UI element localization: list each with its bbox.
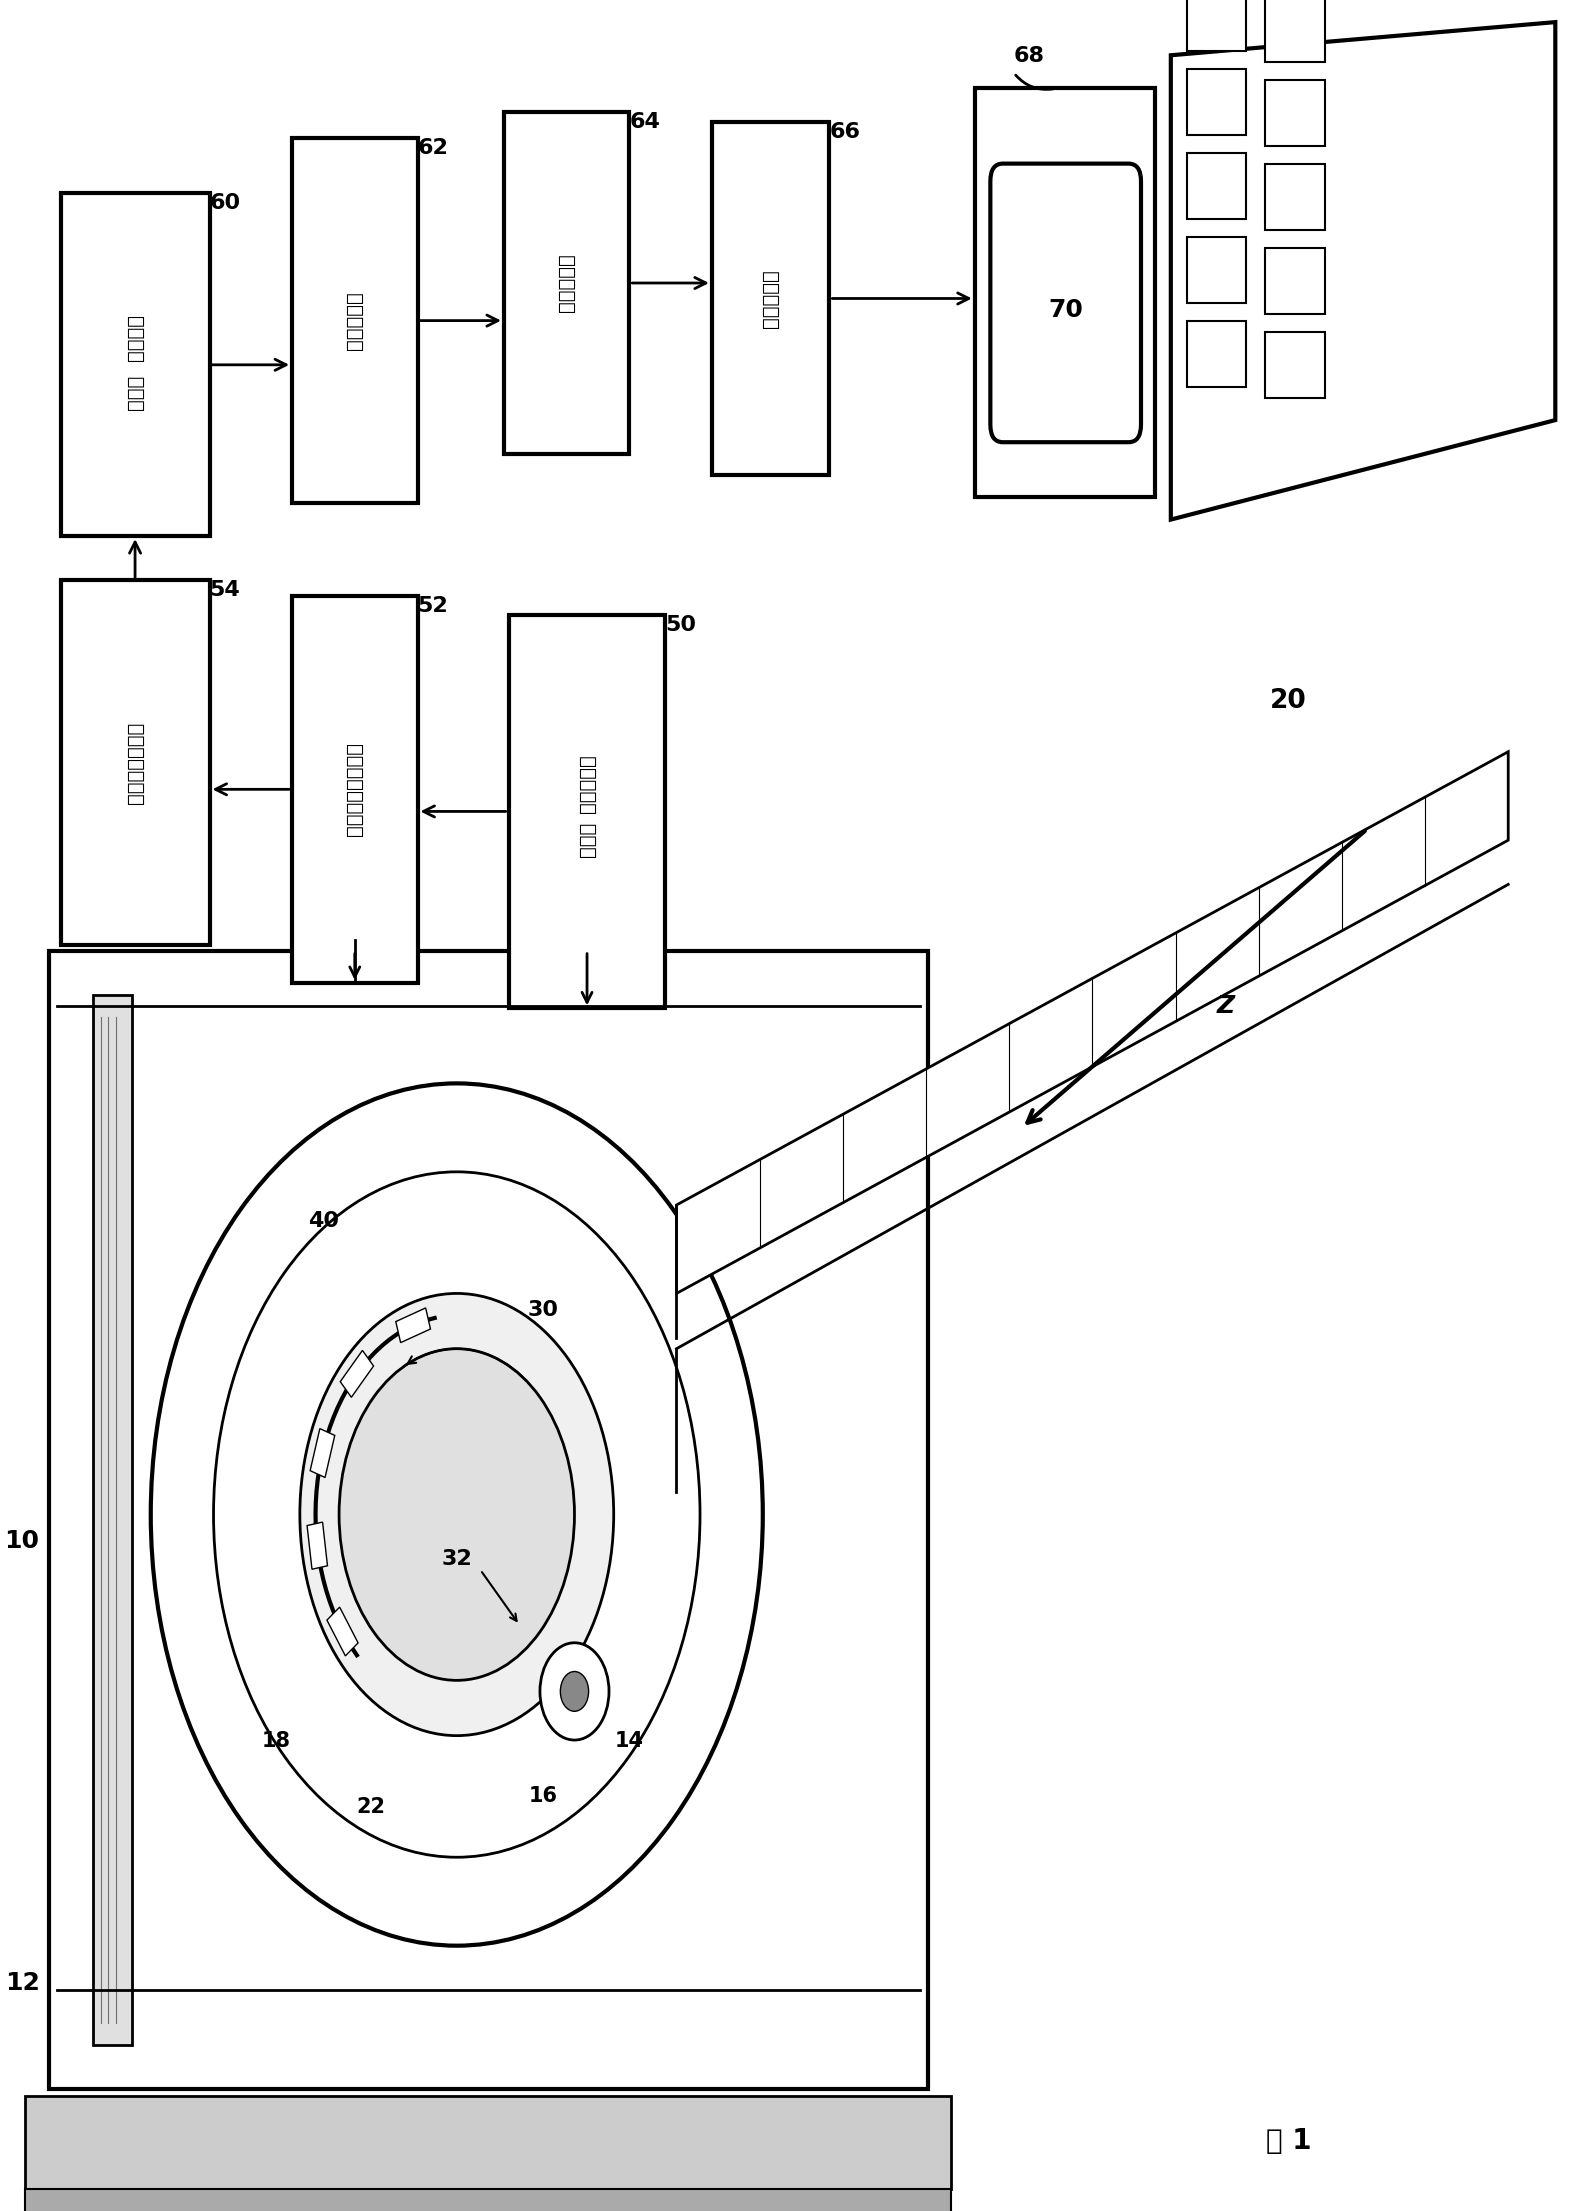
Text: 30: 30 <box>528 1300 559 1320</box>
Text: 重构处理器: 重构处理器 <box>346 292 364 349</box>
Bar <box>504 111 630 455</box>
Bar <box>1186 69 1246 135</box>
Text: 径向重组处理器: 径向重组处理器 <box>126 721 145 805</box>
Text: 70: 70 <box>1048 298 1082 321</box>
Text: 12: 12 <box>5 1970 39 1994</box>
Text: 60: 60 <box>209 195 240 214</box>
Text: 14: 14 <box>614 1731 644 1751</box>
Text: 18: 18 <box>262 1731 291 1751</box>
Bar <box>1265 248 1324 314</box>
Text: 66: 66 <box>829 122 861 142</box>
Text: 52: 52 <box>418 595 448 617</box>
Bar <box>1186 321 1246 387</box>
Text: 方位角重组: 方位角重组 <box>578 754 597 814</box>
Text: 10: 10 <box>5 1528 39 1552</box>
Bar <box>306 1521 327 1570</box>
Text: 处理器: 处理器 <box>578 822 597 856</box>
Text: 62: 62 <box>418 137 448 159</box>
Bar <box>1265 80 1324 146</box>
Text: 68: 68 <box>1015 46 1045 66</box>
Text: 存储器: 存储器 <box>126 376 145 409</box>
Text: 22: 22 <box>357 1798 385 1817</box>
Bar <box>61 579 209 946</box>
Bar <box>1265 0 1324 62</box>
Bar <box>974 88 1155 497</box>
Bar <box>712 122 829 475</box>
Text: 数字数据: 数字数据 <box>126 314 145 360</box>
Bar <box>327 1607 358 1656</box>
Bar <box>396 1309 430 1342</box>
Bar <box>341 1351 374 1397</box>
Bar <box>509 615 666 1008</box>
Bar <box>25 2096 950 2189</box>
Bar <box>309 1428 335 1477</box>
Bar <box>1186 237 1246 303</box>
Text: 20: 20 <box>1269 688 1307 714</box>
Bar <box>49 951 927 2089</box>
Bar <box>1265 164 1324 230</box>
Bar <box>93 995 132 2045</box>
Circle shape <box>339 1349 575 1680</box>
Bar <box>25 2189 950 2211</box>
Text: 50: 50 <box>666 615 696 635</box>
Text: 图像存储器: 图像存储器 <box>558 254 577 312</box>
Bar <box>1186 153 1246 219</box>
Circle shape <box>300 1293 614 1736</box>
Bar <box>1186 0 1246 51</box>
Text: 54: 54 <box>209 579 240 601</box>
Text: 图 1: 图 1 <box>1266 2127 1312 2156</box>
Text: Z: Z <box>1216 995 1235 1017</box>
Text: 16: 16 <box>528 1786 558 1806</box>
FancyBboxPatch shape <box>990 164 1141 442</box>
Polygon shape <box>677 752 1508 1293</box>
Bar <box>292 137 418 504</box>
Bar <box>1265 332 1324 398</box>
Text: 40: 40 <box>308 1212 339 1232</box>
Text: 32: 32 <box>441 1548 473 1570</box>
Circle shape <box>561 1672 589 1711</box>
Text: 视频处理器: 视频处理器 <box>760 270 781 327</box>
Bar <box>292 597 418 982</box>
Circle shape <box>540 1643 610 1740</box>
Text: 轴向上采样处理器: 轴向上采样处理器 <box>346 743 364 836</box>
Bar <box>61 195 209 537</box>
Text: 64: 64 <box>630 111 660 133</box>
